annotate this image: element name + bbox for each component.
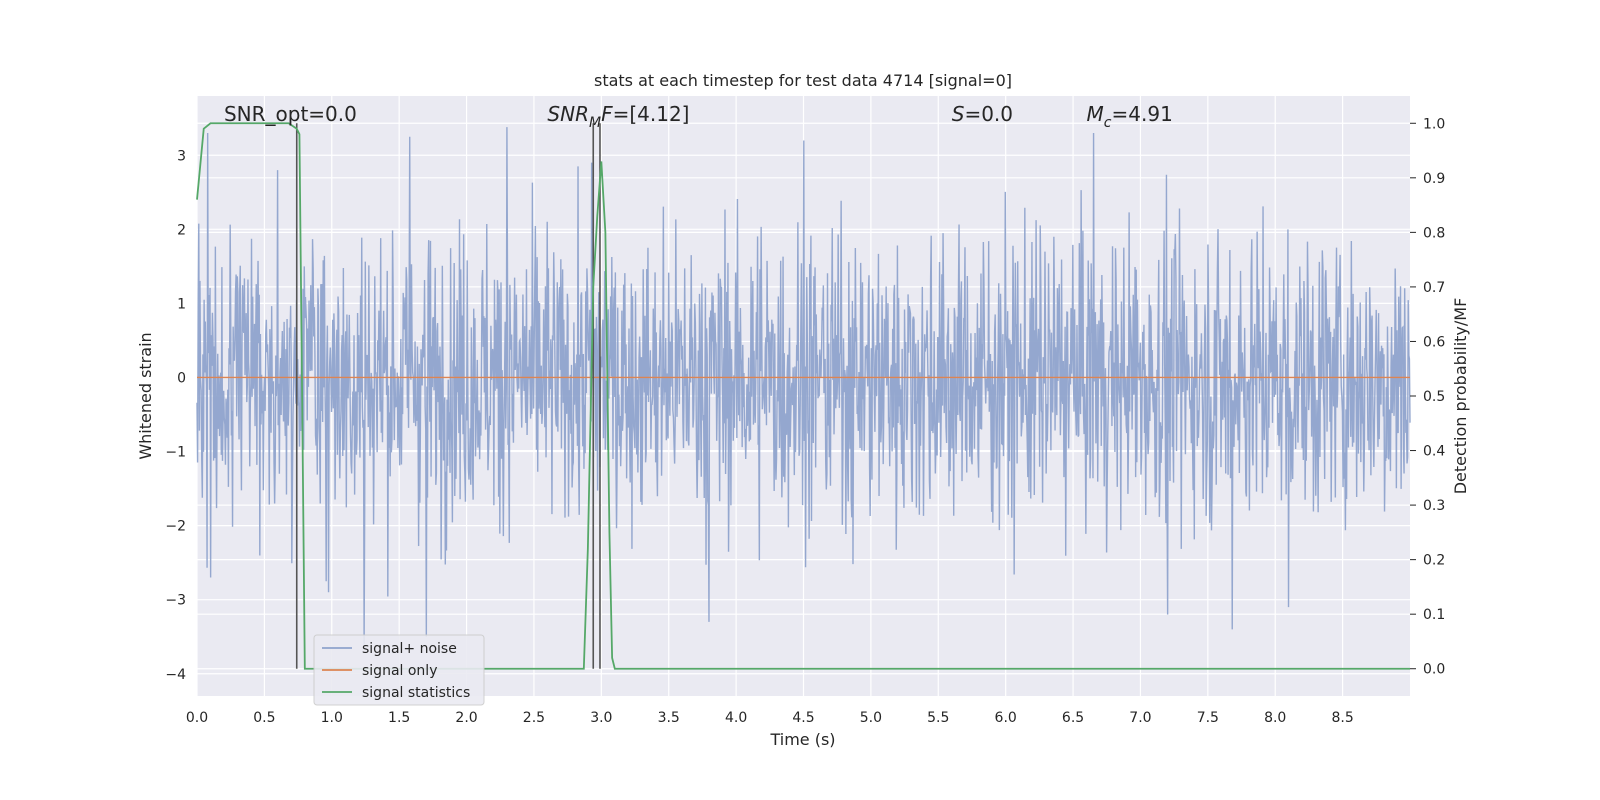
- y2-tick-label-0: 1.0: [1423, 116, 1445, 132]
- x-tick-label-17: 8.5: [1331, 710, 1353, 726]
- y-axis-ticks: 3 2 1 0 −1 −2 −3 −4: [165, 148, 186, 683]
- x-tick-label-0: 0.0: [186, 710, 208, 726]
- vertical-markers: [295, 123, 601, 669]
- x-tick-label-16: 8.0: [1264, 710, 1286, 726]
- y-tick-label-6: −3: [165, 593, 186, 609]
- y2-tick-label-2: 0.8: [1423, 225, 1445, 241]
- x-tick-label-9: 4.5: [792, 710, 814, 726]
- y2-tick-label-7: 0.3: [1423, 498, 1445, 514]
- y2-tick-label-5: 0.5: [1423, 389, 1445, 405]
- annotations: SNR_opt=0.0 SNRMF=[4.12] S=0.0 Mc=4.91: [224, 102, 1173, 131]
- y-tick-label-2: 1: [177, 296, 186, 312]
- x-tick-label-7: 3.5: [658, 710, 680, 726]
- x-tick-label-13: 6.5: [1062, 710, 1084, 726]
- x-axis-ticks: 0.0 0.5 1.0 1.5 2.0 2.5 3.0 3.5 4.0 4.5 5.0 5.5 6.0 6…: [186, 710, 1354, 726]
- y-tick-label-5: −2: [165, 519, 186, 535]
- annotation-1: SNRMF=[4.12]: [547, 102, 689, 131]
- y-axis-label: Whitened strain: [136, 332, 155, 459]
- y2-axis-ticks: 1.0 0.9 0.8 0.7 0.6 0.5 0.4 0.3 0.2 0.1 0.0: [1410, 116, 1445, 678]
- x-axis-label: Time (s): [769, 730, 835, 749]
- x-tick-label-2: 1.0: [321, 710, 343, 726]
- y2-tick-label-9: 0.1: [1423, 607, 1445, 623]
- x-tick-label-10: 5.0: [860, 710, 882, 726]
- annotation-2: S=0.0: [952, 102, 1013, 126]
- legend-label-2: signal statistics: [362, 685, 470, 701]
- y2-tick-label-10: 0.0: [1423, 662, 1445, 678]
- y2-tick-label-3: 0.7: [1423, 280, 1445, 296]
- x-tick-label-6: 3.0: [590, 710, 612, 726]
- x-tick-label-11: 5.5: [927, 710, 949, 726]
- legend-box: [313, 634, 485, 706]
- annotation-3: Mc=4.91: [1087, 102, 1173, 131]
- x-tick-label-15: 7.5: [1197, 710, 1219, 726]
- series-signal-plus-noise: [196, 127, 1411, 645]
- legend-label-1: signal only: [362, 663, 437, 679]
- y2-tick-label-8: 0.2: [1423, 553, 1445, 569]
- y2-tick-label-6: 0.4: [1423, 444, 1445, 460]
- x-tick-label-5: 2.5: [523, 710, 545, 726]
- x-tick-label-8: 4.0: [725, 710, 747, 726]
- x-tick-label-12: 6.0: [995, 710, 1017, 726]
- x-tick-label-4: 2.0: [455, 710, 477, 726]
- x-tick-label-1: 0.5: [253, 710, 275, 726]
- y-tick-label-3: 0: [177, 370, 186, 386]
- y-tick-label-7: −4: [165, 667, 186, 683]
- legend: signal+ noise signal only signal statistic…: [313, 634, 485, 706]
- x-tick-label-3: 1.5: [388, 710, 410, 726]
- y-tick-label-0: 3: [177, 148, 186, 164]
- y2-tick-label-4: 0.6: [1423, 334, 1445, 350]
- line-signal-statistics: [196, 122, 1410, 670]
- annotation-0: SNR_opt=0.0: [224, 102, 357, 126]
- series-signal-statistics: [196, 122, 1410, 670]
- line-signal-plus-noise: [196, 127, 1411, 645]
- y2-axis-label: Detection probability/MF: [1451, 298, 1470, 495]
- x-tick-label-14: 7.0: [1129, 710, 1151, 726]
- y-tick-label-1: 2: [177, 222, 186, 238]
- y2-tick-label-1: 0.9: [1423, 171, 1445, 187]
- legend-label-0: signal+ noise: [362, 641, 457, 657]
- chart-title: stats at each timestep for test data 471…: [594, 71, 1012, 90]
- y-tick-label-4: −1: [165, 445, 186, 461]
